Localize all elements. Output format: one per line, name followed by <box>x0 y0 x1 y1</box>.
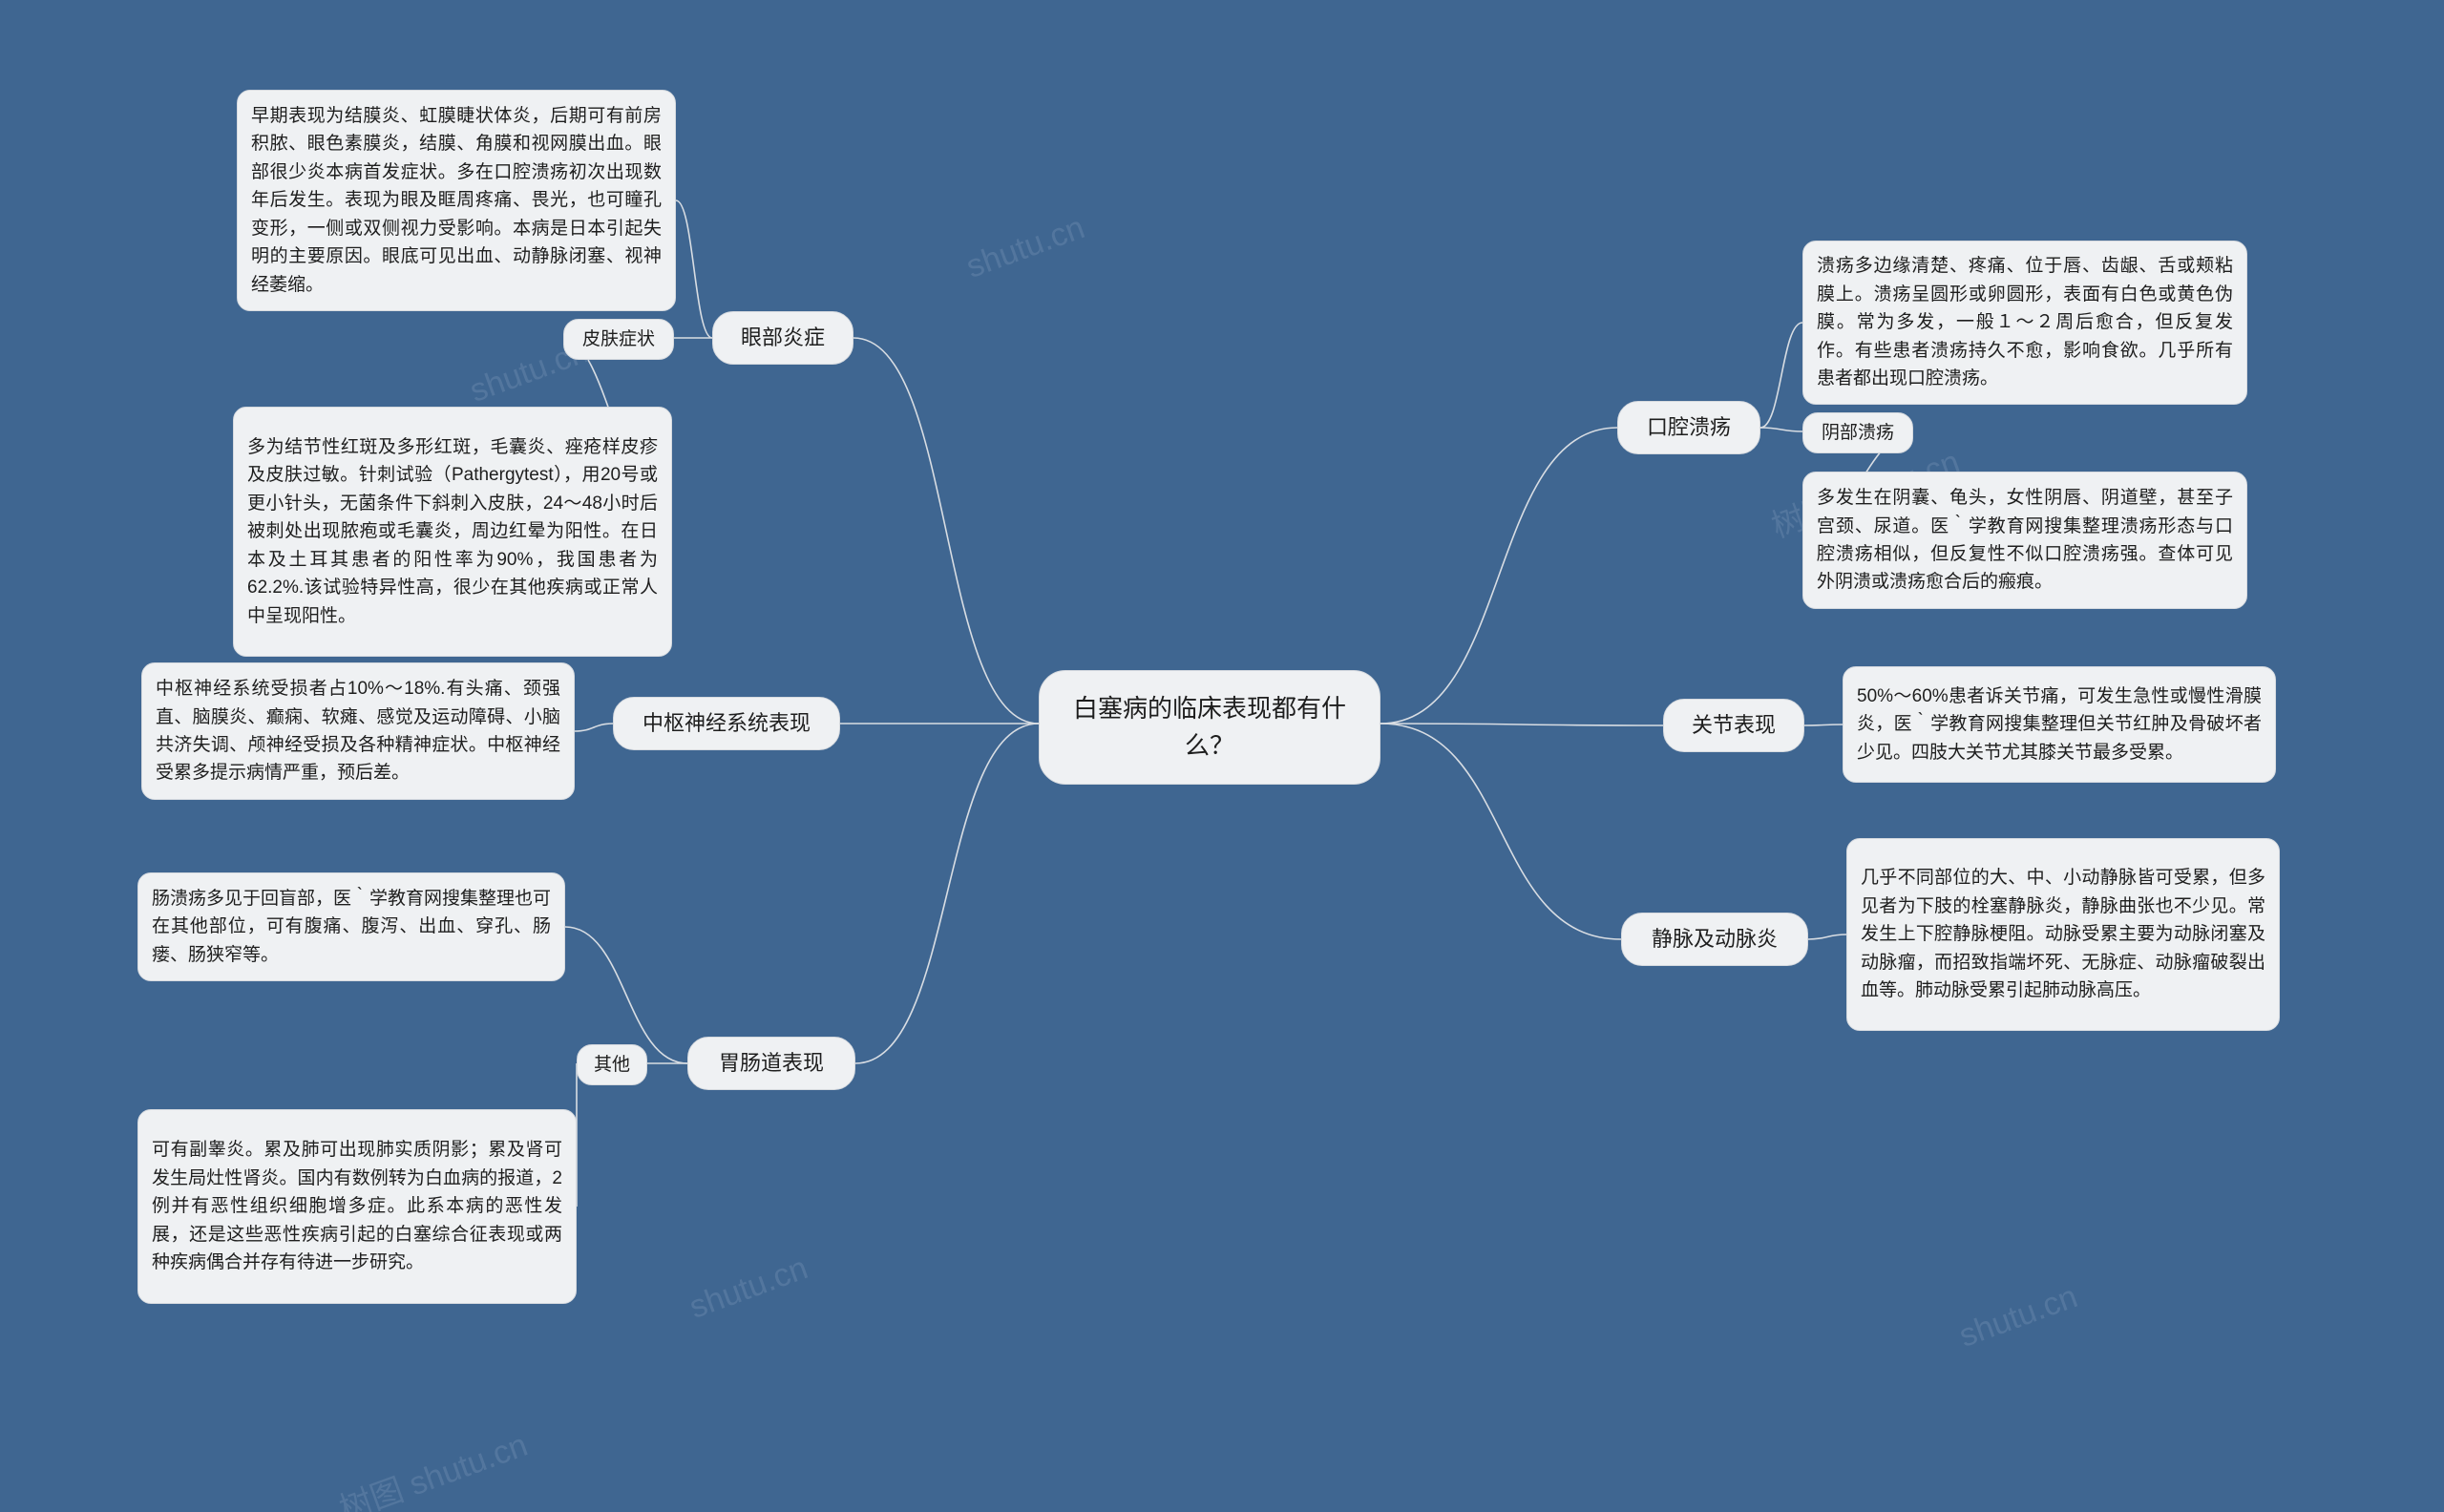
leaf-oral-0: 溃疡多边缘清楚、疼痛、位于唇、齿龈、舌或颊粘膜上。溃疡呈圆形或卵圆形，表面有白色… <box>1802 241 2247 405</box>
leaf-gi-2: 可有副睾炎。累及肺可出现肺实质阴影；累及肾可发生局灶性肾炎。国内有数例转为白血病… <box>137 1109 577 1304</box>
branch-eye: 眼部炎症 <box>712 311 853 365</box>
leaf-vein-0: 几乎不同部位的大、中、小动静脉皆可受累，但多见者为下肢的栓塞静脉炎，静脉曲张也不… <box>1846 838 2280 1031</box>
leaf-eye-0: 早期表现为结膜炎、虹膜睫状体炎，后期可有前房积脓、眼色素膜炎，结膜、角膜和视网膜… <box>237 90 676 311</box>
leaf-oral-2: 多发生在阴囊、龟头，女性阴唇、阴道壁，甚至子宫颈、尿道。医｀学教育网搜集整理溃疡… <box>1802 472 2247 609</box>
watermark: shutu.cn <box>685 1250 812 1327</box>
sub-oral-1: 阴部溃疡 <box>1802 412 1913 453</box>
branch-cns: 中枢神经系统表现 <box>613 697 840 750</box>
sub-eye-1: 皮肤症状 <box>563 319 674 360</box>
watermark: shutu.cn <box>961 209 1089 286</box>
branch-oral: 口腔溃疡 <box>1617 401 1760 454</box>
branch-joint: 关节表现 <box>1663 699 1804 752</box>
branch-vein: 静脉及动脉炎 <box>1621 913 1808 966</box>
watermark: shutu.cn <box>1954 1278 2082 1355</box>
leaf-eye-2: 多为结节性红斑及多形红斑，毛囊炎、痤疮样皮疹及皮肤过敏。针刺试验（Patherg… <box>233 407 672 657</box>
leaf-joint-0: 50%～60%患者诉关节痛，可发生急性或慢性滑膜炎，医｀学教育网搜集整理但关节红… <box>1843 666 2276 783</box>
center-topic: 白塞病的临床表现都有什么？ <box>1039 670 1380 785</box>
leaf-cns-0: 中枢神经系统受损者占10%～18%.有头痛、颈强直、脑膜炎、癫痫、软瘫、感觉及运… <box>141 662 575 800</box>
leaf-gi-0: 肠溃疡多见于回盲部，医｀学教育网搜集整理也可在其他部位，可有腹痛、腹泻、出血、穿… <box>137 872 565 981</box>
sub-gi-1: 其他 <box>577 1044 647 1085</box>
watermark: 树图 shutu.cn <box>332 1418 533 1512</box>
branch-gi: 胃肠道表现 <box>687 1037 855 1090</box>
